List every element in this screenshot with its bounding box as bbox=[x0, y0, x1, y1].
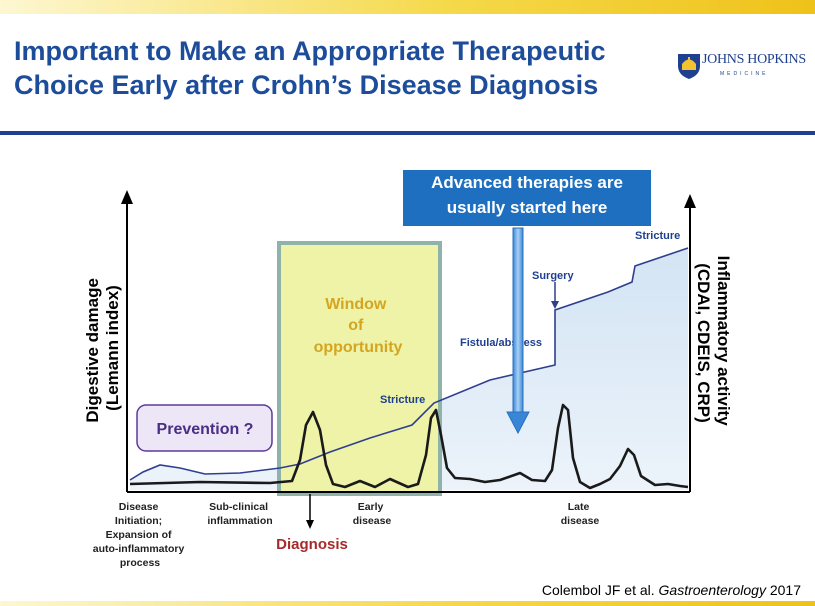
digestive-damage-area bbox=[130, 248, 688, 490]
callout-line1: Advanced therapies are bbox=[431, 173, 623, 192]
fistula-abscess-label: Fistula/abscess bbox=[460, 337, 542, 349]
stage-early-label: Early disease bbox=[353, 501, 392, 527]
citation-year: 2017 bbox=[769, 582, 801, 598]
stage-subclinical-label: Sub-clinical inflammation bbox=[207, 501, 272, 527]
stage-late-label: Late disease bbox=[561, 501, 600, 527]
window-label: Window of opportunity bbox=[314, 296, 403, 356]
right-axis-title: Inflammatory activity (CDAI, CDEIS, CRP) bbox=[694, 256, 733, 431]
advanced-therapies-callout: Advanced therapies are usually started h… bbox=[403, 170, 651, 226]
digestive-damage-line bbox=[129, 247, 689, 481]
therapy-arrowhead bbox=[506, 411, 530, 435]
right-axis-arrowhead bbox=[684, 194, 696, 208]
johns-hopkins-logo: JOHNS HOPKINS MEDICINE bbox=[676, 50, 808, 84]
top-accent-bar bbox=[0, 0, 815, 14]
citation-authors: Colembol JF et al. bbox=[541, 582, 655, 598]
slide-title-line2: Choice Early after Crohn’s Disease Diagn… bbox=[14, 70, 599, 100]
stricture-top-label: Stricture bbox=[635, 230, 680, 242]
window-of-opportunity-box bbox=[277, 241, 442, 496]
therapy-arrow-shaft bbox=[512, 227, 524, 415]
bottom-accent-bar bbox=[0, 601, 815, 606]
stricture-mid-label: Stricture bbox=[380, 394, 425, 406]
slide-title-line1: Important to Make an Appropriate Therape… bbox=[14, 36, 606, 66]
surgery-label: Surgery bbox=[532, 270, 574, 282]
left-axis-arrowhead bbox=[121, 190, 133, 204]
callout-line2: usually started here bbox=[446, 198, 608, 217]
logo-name: JOHNS HOPKINS bbox=[702, 52, 806, 67]
inflammatory-activity-curve bbox=[129, 403, 689, 490]
logo-subtitle: MEDICINE bbox=[720, 71, 769, 77]
stage-initiation-label: Disease Initiation; Expansion of auto-in… bbox=[93, 501, 188, 569]
title-rule bbox=[0, 131, 815, 135]
diagnosis-arrowhead bbox=[306, 520, 314, 529]
citation: Colembol JF et al. Gastroenterology 2017 bbox=[542, 582, 801, 598]
shield-dome-icon bbox=[678, 54, 700, 79]
citation-journal: Gastroenterology bbox=[658, 582, 766, 598]
diagnosis-label: Diagnosis bbox=[276, 536, 348, 553]
prevention-label: Prevention ? bbox=[157, 421, 254, 438]
surgery-arrowhead bbox=[551, 301, 559, 309]
left-axis-title: Digestive damage (Lemann index) bbox=[83, 273, 122, 422]
slide-title: Important to Make an Appropriate Therape… bbox=[14, 34, 664, 102]
prevention-box bbox=[136, 404, 273, 452]
